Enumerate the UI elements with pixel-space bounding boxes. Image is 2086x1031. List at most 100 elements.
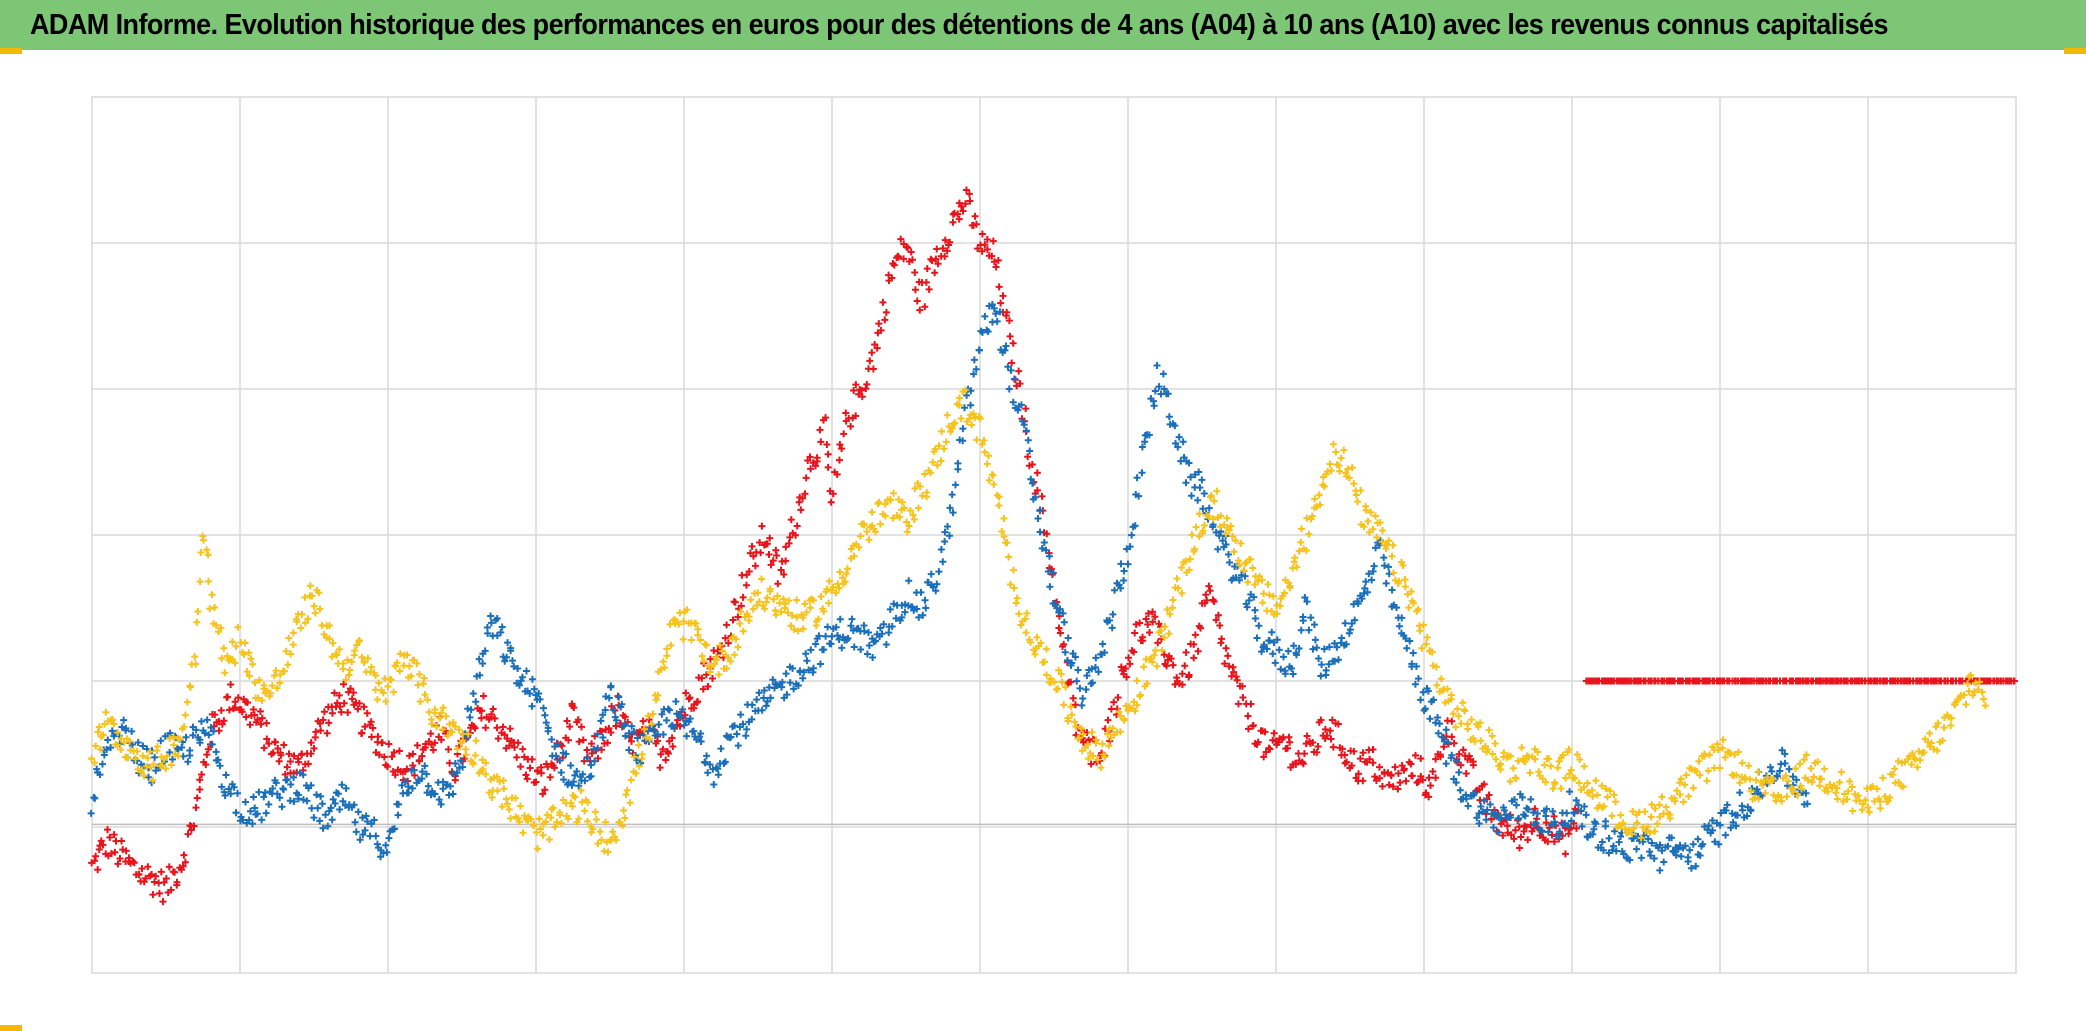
data-point: [1512, 775, 1520, 783]
data-point: [941, 528, 949, 536]
data-point: [273, 684, 281, 692]
data-point: [1045, 552, 1053, 560]
data-point: [329, 795, 337, 803]
data-point: [922, 278, 930, 286]
data-point: [1575, 779, 1583, 787]
data-point: [640, 725, 648, 733]
data-point: [1563, 809, 1571, 817]
data-point: [1187, 492, 1195, 500]
data-point: [214, 756, 222, 764]
data-point: [1551, 818, 1559, 826]
data-point: [439, 725, 447, 733]
data-point: [1550, 838, 1558, 846]
data-point: [1160, 634, 1168, 642]
data-point: [192, 726, 200, 734]
data-point: [1747, 807, 1755, 815]
data-point: [1345, 474, 1353, 482]
data-point: [1006, 580, 1014, 588]
data-point: [1570, 809, 1578, 817]
data-point: [1436, 753, 1444, 761]
data-point: [945, 532, 953, 540]
data-point: [1864, 803, 1872, 811]
data-point: [885, 629, 893, 637]
data-point: [370, 816, 378, 824]
data-point: [806, 453, 814, 461]
data-point: [1402, 777, 1410, 785]
data-point: [248, 820, 256, 828]
data-point: [553, 818, 561, 826]
data-point: [1128, 531, 1136, 539]
data-point: [1444, 739, 1452, 747]
data-point: [1358, 595, 1366, 603]
data-point: [1382, 579, 1390, 587]
data-point: [1078, 701, 1086, 709]
data-point: [852, 412, 860, 420]
data-point: [557, 768, 565, 776]
data-point: [785, 539, 793, 547]
data-point: [107, 850, 115, 858]
data-point: [911, 484, 919, 492]
data-point: [1449, 710, 1457, 718]
data-point: [1322, 666, 1330, 674]
data-point: [700, 657, 708, 665]
data-point: [409, 761, 417, 769]
data-point: [243, 668, 251, 676]
data-point: [232, 809, 240, 817]
data-point: [949, 218, 957, 226]
data-point: [1426, 782, 1434, 790]
data-point: [763, 540, 771, 548]
series-3: [87, 386, 1989, 856]
data-point: [1216, 523, 1224, 531]
data-point: [1332, 448, 1340, 456]
data-point: [415, 670, 423, 678]
data-point: [1348, 762, 1356, 770]
data-point: [546, 773, 554, 781]
data-point: [1299, 760, 1307, 768]
data-point: [488, 794, 496, 802]
data-point: [961, 404, 969, 412]
data-point: [107, 744, 115, 752]
data-point: [594, 730, 602, 738]
data-point: [1234, 700, 1242, 708]
data-point: [1079, 695, 1087, 703]
data-point: [493, 773, 501, 781]
data-point: [1542, 778, 1550, 786]
data-point: [1064, 634, 1072, 642]
data-point: [895, 496, 903, 504]
data-point: [1305, 530, 1313, 538]
data-point: [1927, 739, 1935, 747]
data-point: [1476, 786, 1483, 794]
data-point: [1191, 545, 1199, 553]
data-point: [1411, 680, 1419, 688]
data-point: [1299, 617, 1307, 625]
data-point: [1336, 467, 1344, 475]
data-point: [208, 591, 216, 599]
data-point: [1442, 760, 1450, 768]
data-point: [1311, 636, 1319, 644]
data-point: [723, 621, 731, 629]
data-point: [1186, 555, 1194, 563]
data-point: [114, 860, 122, 868]
data-point: [909, 511, 917, 519]
data-point: [225, 785, 233, 793]
data-point: [938, 427, 946, 435]
data-point: [1685, 792, 1693, 800]
data-point: [1288, 664, 1296, 672]
data-point: [87, 755, 95, 763]
data-point: [1503, 753, 1511, 761]
data-point: [1668, 834, 1676, 842]
data-point: [1120, 576, 1128, 584]
data-point: [1527, 795, 1535, 803]
data-point: [799, 674, 807, 682]
data-point: [1327, 467, 1335, 475]
data-marks: [87, 186, 2018, 906]
data-point: [143, 762, 151, 770]
data-point: [249, 706, 257, 714]
data-point: [941, 236, 949, 244]
data-point: [887, 496, 895, 504]
data-point: [297, 624, 305, 632]
data-point: [1978, 688, 1986, 696]
data-point: [659, 730, 667, 738]
data-point: [1028, 461, 1036, 469]
